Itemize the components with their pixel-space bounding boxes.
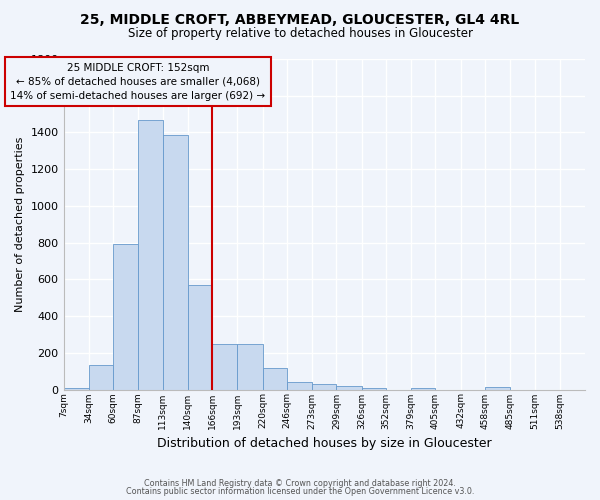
Bar (411, 388, 436, 390)
Bar (485, 387, 510, 390)
Bar (212, 344, 238, 390)
Bar (238, 344, 263, 390)
Bar (287, 382, 312, 390)
Bar (263, 368, 287, 390)
Text: 25 MIDDLE CROFT: 152sqm
← 85% of detached houses are smaller (4,068)
14% of semi: 25 MIDDLE CROFT: 152sqm ← 85% of detache… (10, 62, 265, 100)
Text: 25, MIDDLE CROFT, ABBEYMEAD, GLOUCESTER, GL4 4RL: 25, MIDDLE CROFT, ABBEYMEAD, GLOUCESTER,… (80, 12, 520, 26)
Bar (89, 364, 113, 390)
Bar (64, 388, 89, 390)
Text: Contains HM Land Registry data © Crown copyright and database right 2024.: Contains HM Land Registry data © Crown c… (144, 478, 456, 488)
Bar (163, 135, 188, 390)
Bar (113, 244, 139, 390)
Bar (337, 386, 362, 390)
Text: Contains public sector information licensed under the Open Government Licence v3: Contains public sector information licen… (126, 487, 474, 496)
X-axis label: Distribution of detached houses by size in Gloucester: Distribution of detached houses by size … (157, 437, 491, 450)
Bar (362, 388, 386, 390)
Bar (188, 285, 212, 390)
Y-axis label: Number of detached properties: Number of detached properties (15, 136, 25, 312)
Text: Size of property relative to detached houses in Gloucester: Size of property relative to detached ho… (128, 28, 473, 40)
Bar (312, 384, 337, 390)
Bar (139, 120, 163, 390)
